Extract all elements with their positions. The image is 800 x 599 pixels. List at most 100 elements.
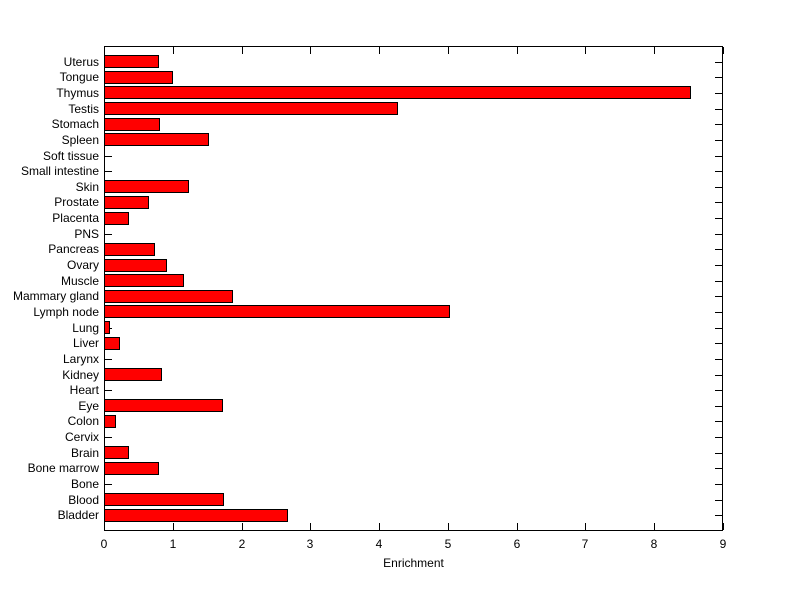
bar: [104, 102, 398, 115]
axis-tick: [715, 109, 722, 110]
axis-tick: [715, 484, 722, 485]
axis-tick: [715, 375, 722, 376]
axis-tick: [715, 187, 722, 188]
y-tick-label: Larynx: [62, 352, 99, 366]
axis-tick: [654, 47, 655, 54]
axis-tick: [715, 515, 722, 516]
y-tick-label: Liver: [72, 336, 99, 350]
axis-tick: [715, 171, 722, 172]
axis-tick: [448, 47, 449, 54]
axis-tick: [715, 62, 722, 63]
bar: [104, 337, 120, 350]
axis-tick: [715, 202, 722, 203]
y-tick-label: Placenta: [52, 211, 99, 225]
y-tick-label: Heart: [69, 383, 99, 397]
axis-tick: [715, 437, 722, 438]
y-tick-label: Bladder: [57, 508, 99, 522]
y-tick-label: Bone: [70, 477, 99, 491]
x-tick-label: 5: [444, 537, 452, 551]
y-tick-label: Spleen: [61, 133, 99, 147]
y-tick-label: PNS: [74, 227, 99, 241]
axis-tick: [715, 93, 722, 94]
axis-tick: [715, 328, 722, 329]
axis-tick: [715, 359, 722, 360]
axis-tick: [173, 47, 174, 54]
x-tick-label: 1: [169, 537, 177, 551]
x-tick-label: 9: [719, 537, 727, 551]
bar: [104, 133, 209, 146]
axis-tick: [310, 47, 311, 54]
axis-tick: [715, 453, 722, 454]
x-tick-label: 8: [650, 537, 658, 551]
bar: [104, 321, 110, 334]
axis-tick: [715, 296, 722, 297]
y-tick-label: Kidney: [62, 368, 99, 382]
axis-tick: [242, 47, 243, 54]
x-tick-label: 7: [581, 537, 589, 551]
axis-tick: [715, 312, 722, 313]
axis-tick: [715, 234, 722, 235]
axis-tick: [715, 343, 722, 344]
axis-tick: [715, 140, 722, 141]
bar: [104, 118, 160, 131]
axis-tick: [448, 523, 449, 530]
bar: [104, 243, 155, 256]
y-tick-label: Small intestine: [20, 164, 99, 178]
bar: [104, 212, 129, 225]
axis-tick: [585, 523, 586, 530]
bar: [104, 290, 233, 303]
axis-tick: [585, 47, 586, 54]
axis-tick: [723, 47, 724, 54]
bar: [104, 446, 129, 459]
axis-tick: [105, 156, 112, 157]
bar: [104, 305, 450, 318]
y-tick-label: Pancreas: [48, 242, 99, 256]
plot-area: [104, 46, 723, 531]
y-tick-label: Bone marrow: [27, 461, 99, 475]
axis-tick: [715, 500, 722, 501]
bar: [104, 415, 116, 428]
x-tick-label: 3: [306, 537, 314, 551]
y-tick-label: Testis: [68, 102, 99, 116]
y-tick-label: Stomach: [51, 117, 99, 131]
y-tick-label: Brain: [70, 446, 99, 460]
y-tick-label: Muscle: [60, 274, 99, 288]
bar: [104, 509, 288, 522]
axis-tick: [654, 523, 655, 530]
bar: [104, 196, 149, 209]
axis-tick: [105, 437, 112, 438]
bar: [104, 71, 173, 84]
axis-tick: [715, 281, 722, 282]
x-tick-label: 2: [238, 537, 246, 551]
axis-tick: [715, 421, 722, 422]
axis-tick: [715, 218, 722, 219]
axis-tick: [379, 523, 380, 530]
y-tick-label: Blood: [68, 493, 99, 507]
y-tick-label: Soft tissue: [42, 149, 99, 163]
y-tick-label: Ovary: [66, 258, 99, 272]
bar: [104, 493, 224, 506]
y-tick-label: Tongue: [59, 70, 99, 84]
axis-tick: [105, 171, 112, 172]
y-tick-label: Lung: [72, 321, 99, 335]
x-tick-label: 6: [513, 537, 521, 551]
axis-tick: [105, 390, 112, 391]
axis-tick: [517, 523, 518, 530]
bar: [104, 86, 691, 99]
axis-tick: [105, 234, 112, 235]
axis-tick: [715, 265, 722, 266]
y-tick-label: Mammary gland: [12, 289, 99, 303]
axis-tick: [715, 249, 722, 250]
y-tick-label: Thymus: [56, 86, 99, 100]
bar: [104, 274, 184, 287]
axis-tick: [104, 47, 105, 54]
bar: [104, 462, 159, 475]
axis-tick: [242, 523, 243, 530]
x-axis-title: Enrichment: [383, 556, 444, 570]
axis-tick: [723, 523, 724, 530]
y-tick-label: Lymph node: [33, 305, 99, 319]
axis-tick: [715, 124, 722, 125]
x-tick-label: 0: [100, 537, 108, 551]
bar: [104, 399, 223, 412]
